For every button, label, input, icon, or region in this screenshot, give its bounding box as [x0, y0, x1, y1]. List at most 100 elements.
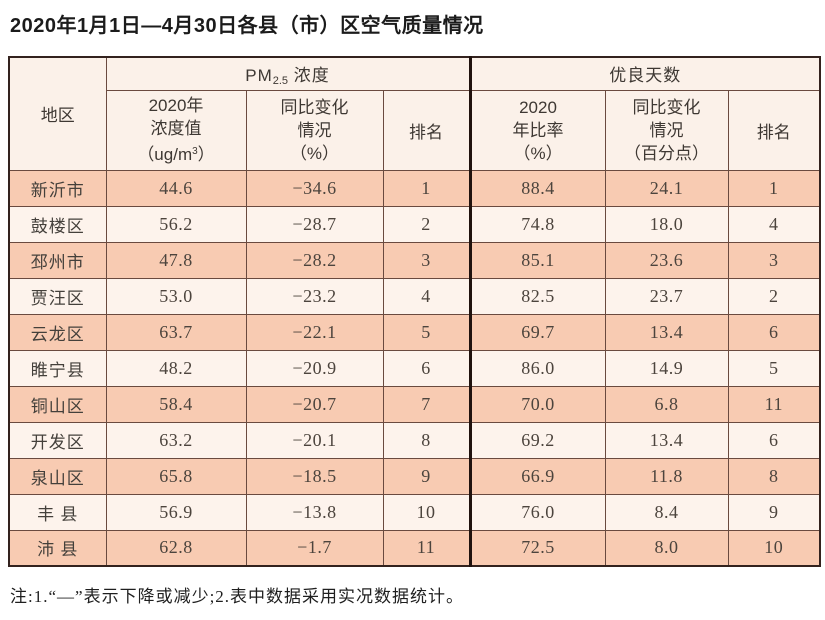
- table-row: 鼓楼区 56.2 −28.7 2 74.8 18.0 4: [8, 205, 821, 243]
- table-row: 开发区 63.2 −20.1 8 69.2 13.4 6: [8, 421, 821, 459]
- cell-good-ratio: 66.9: [468, 457, 606, 495]
- table-row: 贾汪区 53.0 −23.2 4 82.5 23.7 2: [8, 277, 821, 315]
- cell-pm-value: 47.8: [105, 241, 247, 279]
- cell-pm-value: 56.9: [105, 493, 247, 531]
- cell-region: 睢宁县: [8, 349, 107, 387]
- table-row: 沛 县 62.8 −1.7 11 72.5 8.0 10: [8, 529, 821, 567]
- cell-good-rank: 5: [727, 349, 821, 387]
- cell-good-change: 6.8: [604, 385, 729, 423]
- cell-good-ratio: 70.0: [468, 385, 606, 423]
- cell-region: 新沂市: [8, 169, 107, 207]
- cell-pm-value: 44.6: [105, 169, 247, 207]
- cell-good-ratio: 86.0: [468, 349, 606, 387]
- table-row: 丰 县 56.9 −13.8 10 76.0 8.4 9: [8, 493, 821, 531]
- pm25-subscript: 2.5: [272, 74, 289, 87]
- header-pm-value: 2020年 浓度值 （ug/m3）: [105, 89, 247, 171]
- cell-good-rank: 8: [727, 457, 821, 495]
- header-group-pm25: PM2.5 浓度: [105, 56, 471, 91]
- cell-good-change: 13.4: [604, 313, 729, 351]
- pm25-label: PM: [245, 65, 273, 85]
- cell-good-change: 23.7: [604, 277, 729, 315]
- cell-pm-change: −28.2: [245, 241, 384, 279]
- page: 2020年1月1日—4月30日各县（市）区空气质量情况 地区 PM2.5 浓度 …: [8, 15, 822, 606]
- cell-region: 鼓楼区: [8, 205, 107, 243]
- cell-pm-change: −13.8: [245, 493, 384, 531]
- header-good-change: 同比变化 情况 （百分点）: [604, 89, 729, 171]
- table-row: 云龙区 63.7 −22.1 5 69.7 13.4 6: [8, 313, 821, 351]
- cell-good-change: 8.4: [604, 493, 729, 531]
- cell-pm-change: −20.7: [245, 385, 384, 423]
- cell-pm-value: 63.2: [105, 421, 247, 459]
- cell-region: 开发区: [8, 421, 107, 459]
- table-row: 铜山区 58.4 −20.7 7 70.0 6.8 11: [8, 385, 821, 423]
- cell-pm-change: −20.9: [245, 349, 384, 387]
- header-good-rank: 排名: [727, 89, 821, 171]
- cell-region: 泉山区: [8, 457, 107, 495]
- page-title: 2020年1月1日—4月30日各县（市）区空气质量情况: [10, 15, 484, 37]
- cell-pm-change: −1.7: [245, 529, 384, 567]
- cell-region: 沛 县: [8, 529, 107, 567]
- cell-pm-value: 63.7: [105, 313, 247, 351]
- cell-pm-rank: 9: [382, 457, 471, 495]
- cell-good-ratio: 74.8: [468, 205, 606, 243]
- header-pm-rank: 排名: [382, 89, 471, 171]
- cell-good-ratio: 69.7: [468, 313, 606, 351]
- cell-good-change: 14.9: [604, 349, 729, 387]
- cell-pm-change: −20.1: [245, 421, 384, 459]
- cell-pm-change: −34.6: [245, 169, 384, 207]
- cell-good-ratio: 76.0: [468, 493, 606, 531]
- cell-good-ratio: 82.5: [468, 277, 606, 315]
- table-row: 邳州市 47.8 −28.2 3 85.1 23.6 3: [8, 241, 821, 279]
- cell-pm-rank: 6: [382, 349, 471, 387]
- cell-good-rank: 1: [727, 169, 821, 207]
- cell-region: 贾汪区: [8, 277, 107, 315]
- cell-good-change: 11.8: [604, 457, 729, 495]
- air-quality-table: 地区 PM2.5 浓度 优良天数 2020年 浓度值 （ug/m3） 同比变化 …: [8, 56, 822, 567]
- cell-region: 铜山区: [8, 385, 107, 423]
- cell-good-ratio: 72.5: [468, 529, 606, 567]
- cell-pm-value: 58.4: [105, 385, 247, 423]
- cell-good-ratio: 69.2: [468, 421, 606, 459]
- cell-pm-value: 65.8: [105, 457, 247, 495]
- pm25-label-rest: 浓度: [288, 65, 330, 85]
- cell-good-ratio: 85.1: [468, 241, 606, 279]
- cell-good-rank: 3: [727, 241, 821, 279]
- cell-pm-change: −28.7: [245, 205, 384, 243]
- cell-pm-value: 48.2: [105, 349, 247, 387]
- cell-pm-rank: 10: [382, 493, 471, 531]
- cell-good-change: 8.0: [604, 529, 729, 567]
- unit-superscript: 3: [192, 146, 198, 157]
- cell-pm-rank: 4: [382, 277, 471, 315]
- cell-good-rank: 4: [727, 205, 821, 243]
- cell-pm-change: −22.1: [245, 313, 384, 351]
- cell-good-rank: 10: [727, 529, 821, 567]
- cell-pm-rank: 8: [382, 421, 471, 459]
- cell-good-rank: 6: [727, 313, 821, 351]
- cell-good-ratio: 88.4: [468, 169, 606, 207]
- table-body: 新沂市 44.6 −34.6 1 88.4 24.1 1 鼓楼区 56.2 −2…: [8, 169, 821, 567]
- cell-pm-change: −23.2: [245, 277, 384, 315]
- cell-region: 邳州市: [8, 241, 107, 279]
- cell-region: 丰 县: [8, 493, 107, 531]
- header-sub-row: 2020年 浓度值 （ug/m3） 同比变化 情况 （%） 排名 2020 年比…: [9, 89, 821, 171]
- table-row: 新沂市 44.6 −34.6 1 88.4 24.1 1: [8, 169, 821, 207]
- table-row: 睢宁县 48.2 −20.9 6 86.0 14.9 5: [8, 349, 821, 387]
- table-header: 地区 PM2.5 浓度 优良天数 2020年 浓度值 （ug/m3） 同比变化 …: [8, 56, 821, 171]
- cell-pm-rank: 11: [382, 529, 471, 567]
- cell-pm-value: 53.0: [105, 277, 247, 315]
- table-row: 泉山区 65.8 −18.5 9 66.9 11.8 8: [8, 457, 821, 495]
- header-pm-change: 同比变化 情况 （%）: [245, 89, 384, 171]
- cell-good-rank: 6: [727, 421, 821, 459]
- cell-good-change: 24.1: [604, 169, 729, 207]
- header-group-good-days: 优良天数: [468, 56, 821, 91]
- cell-good-rank: 2: [727, 277, 821, 315]
- cell-pm-rank: 5: [382, 313, 471, 351]
- cell-pm-value: 56.2: [105, 205, 247, 243]
- header-group-row: 地区 PM2.5 浓度 优良天数: [8, 56, 821, 171]
- header-good-ratio: 2020 年比率 （%）: [468, 89, 606, 171]
- cell-pm-change: −18.5: [245, 457, 384, 495]
- cell-pm-rank: 7: [382, 385, 471, 423]
- header-pm-unit: （ug/m3）: [137, 145, 215, 164]
- footnote: 注:1.“—”表示下降或减少;2.表中数据采用实况数据统计。: [10, 587, 465, 606]
- cell-pm-rank: 1: [382, 169, 471, 207]
